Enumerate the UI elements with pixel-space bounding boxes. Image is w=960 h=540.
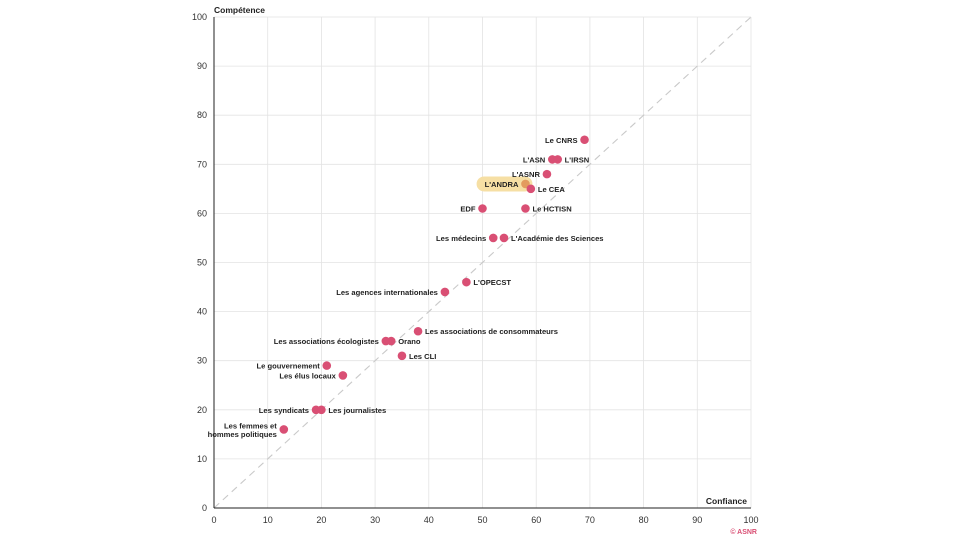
credit-text: © ASNR — [730, 528, 757, 536]
highlight-layer — [476, 176, 533, 192]
point-label-l-asn: L'ASN — [523, 155, 545, 164]
x-tick-label: 30 — [370, 515, 380, 525]
point-label-edf: EDF — [460, 204, 476, 213]
point-label-le-cea: Le CEA — [538, 185, 566, 194]
point-le-cea — [526, 184, 536, 194]
point-les-femmes-et — [279, 425, 289, 434]
point-l-academie-des-sciences — [499, 233, 509, 243]
point-les-medecins — [488, 233, 498, 243]
x-tick-label: 100 — [743, 515, 758, 525]
y-axis-title: Compétence — [214, 5, 265, 15]
point-label-les-journalistes: Les journalistes — [328, 406, 386, 415]
x-tick-label: 40 — [424, 515, 434, 525]
point-label-orano: Orano — [398, 337, 421, 346]
point-label-l-asnr: L'ASNR — [512, 170, 540, 179]
y-tick-label: 80 — [197, 110, 207, 120]
point-label-les-associations-de-consommateurs: Les associations de consommateurs — [425, 327, 558, 336]
x-tick-label: 70 — [585, 515, 595, 525]
point-les-cli — [397, 351, 407, 361]
x-tick-label: 20 — [316, 515, 326, 525]
point-label-le-gouvernement: Le gouvernement — [256, 362, 320, 371]
point-label-l-opecst: L'OPECST — [473, 278, 511, 287]
point-label-les-syndicats: Les syndicats — [259, 406, 309, 415]
grid — [214, 16, 752, 508]
y-tick-label: 90 — [197, 61, 207, 71]
point-le-cnrs — [580, 135, 589, 145]
point-les-elus-locaux — [338, 371, 348, 380]
point-le-hctisn — [521, 204, 530, 213]
point-label-l-academie-des-sciences: L'Académie des Sciences — [511, 234, 604, 243]
x-tick-label: 80 — [639, 515, 649, 525]
axes — [213, 17, 751, 509]
y-tick-label: 50 — [197, 258, 207, 268]
y-tick-label: 100 — [192, 12, 207, 22]
x-tick-label: 50 — [477, 515, 487, 525]
point-label-les-medecins: Les médecins — [436, 234, 486, 243]
point-label-les-associations-ecologistes: Les associations écologistes — [274, 337, 379, 346]
point-l-irsn — [553, 155, 562, 164]
point-l-asnr — [542, 169, 552, 179]
point-label-les-agences-internationales: Les agences internationales — [336, 288, 438, 297]
point-label-le-hctisn: Le HCTISN — [532, 204, 571, 213]
x-tick-label: 0 — [211, 515, 216, 525]
point-edf — [478, 204, 487, 213]
x-tick-label: 10 — [263, 515, 273, 525]
y-tick-label: 30 — [197, 356, 207, 366]
point-label-l-irsn: L'IRSN — [565, 155, 590, 164]
point-les-agences-internationales — [440, 287, 450, 297]
point-l-opecst — [462, 277, 471, 287]
diagonal-reference-line — [213, 16, 752, 509]
x-tick-label: 60 — [531, 515, 541, 525]
x-tick-label: 90 — [692, 515, 702, 525]
x-axis-title: Confiance — [706, 496, 747, 506]
point-orano — [386, 336, 396, 346]
point-les-associations-de-consommateurs — [413, 326, 423, 336]
point-les-journalistes — [317, 405, 326, 415]
y-tick-label: 0 — [202, 503, 207, 513]
point-label-les-femmes-et: Les femmes et — [224, 421, 277, 430]
highlight-pill — [476, 176, 533, 192]
y-tick-label: 40 — [197, 307, 207, 317]
data-points — [279, 135, 589, 434]
point-label-les-elus-locaux: Les élus locaux — [279, 371, 336, 380]
point-label-l-andra: L'ANDRA — [485, 180, 519, 189]
point-le-gouvernement — [322, 361, 332, 370]
point-label-hommes-politiques: hommes politiques — [208, 430, 277, 439]
y-tick-label: 70 — [197, 159, 207, 169]
y-tick-label: 20 — [197, 405, 207, 415]
point-label-le-cnrs: Le CNRS — [545, 136, 578, 145]
tick-labels: 0 10 20 30 40 50 60 70 80 90 100 0 10 20 30 40 50 60 70 80 9… — [192, 12, 759, 525]
y-tick-label: 60 — [197, 208, 207, 218]
y-tick-label: 10 — [197, 454, 207, 464]
point-label-les-cli: Les CLI — [409, 352, 436, 361]
